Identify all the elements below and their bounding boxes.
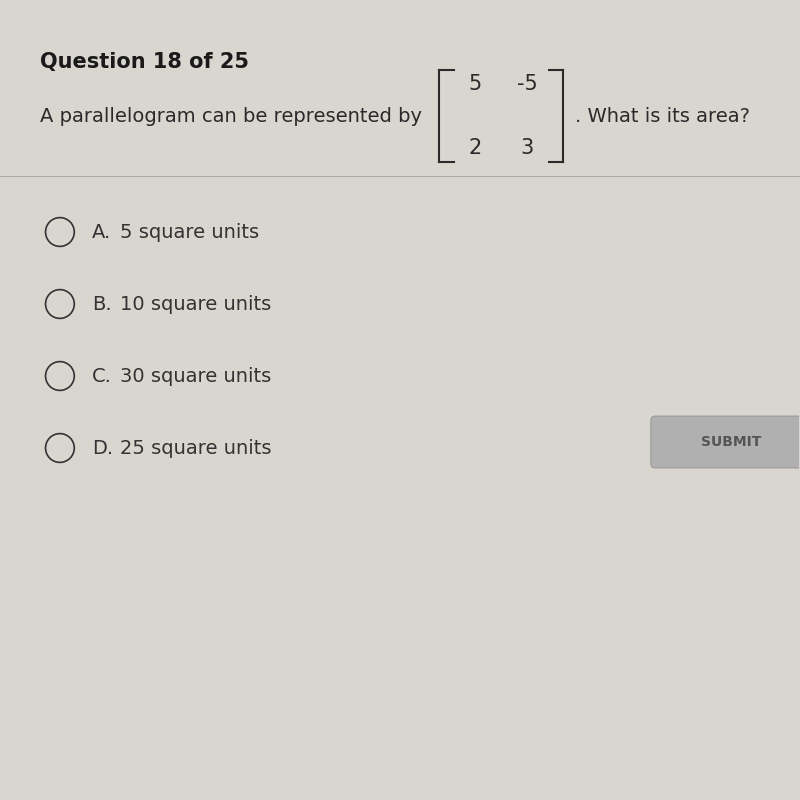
Text: 30 square units: 30 square units [120, 366, 271, 386]
Text: C.: C. [92, 366, 112, 386]
FancyBboxPatch shape [651, 416, 800, 468]
Text: 10 square units: 10 square units [120, 294, 271, 314]
Text: Question 18 of 25: Question 18 of 25 [40, 52, 249, 72]
Text: B.: B. [92, 294, 111, 314]
Text: 5: 5 [469, 74, 482, 94]
Text: 5 square units: 5 square units [120, 222, 259, 242]
Text: . What is its area?: . What is its area? [575, 106, 750, 126]
Text: A parallelogram can be represented by: A parallelogram can be represented by [40, 106, 422, 126]
Text: 25 square units: 25 square units [120, 438, 271, 458]
Text: D.: D. [92, 438, 113, 458]
Text: -5: -5 [517, 74, 538, 94]
Text: 3: 3 [521, 138, 534, 158]
Text: A.: A. [92, 222, 111, 242]
Text: 2: 2 [469, 138, 482, 158]
Text: SUBMIT: SUBMIT [701, 435, 761, 449]
